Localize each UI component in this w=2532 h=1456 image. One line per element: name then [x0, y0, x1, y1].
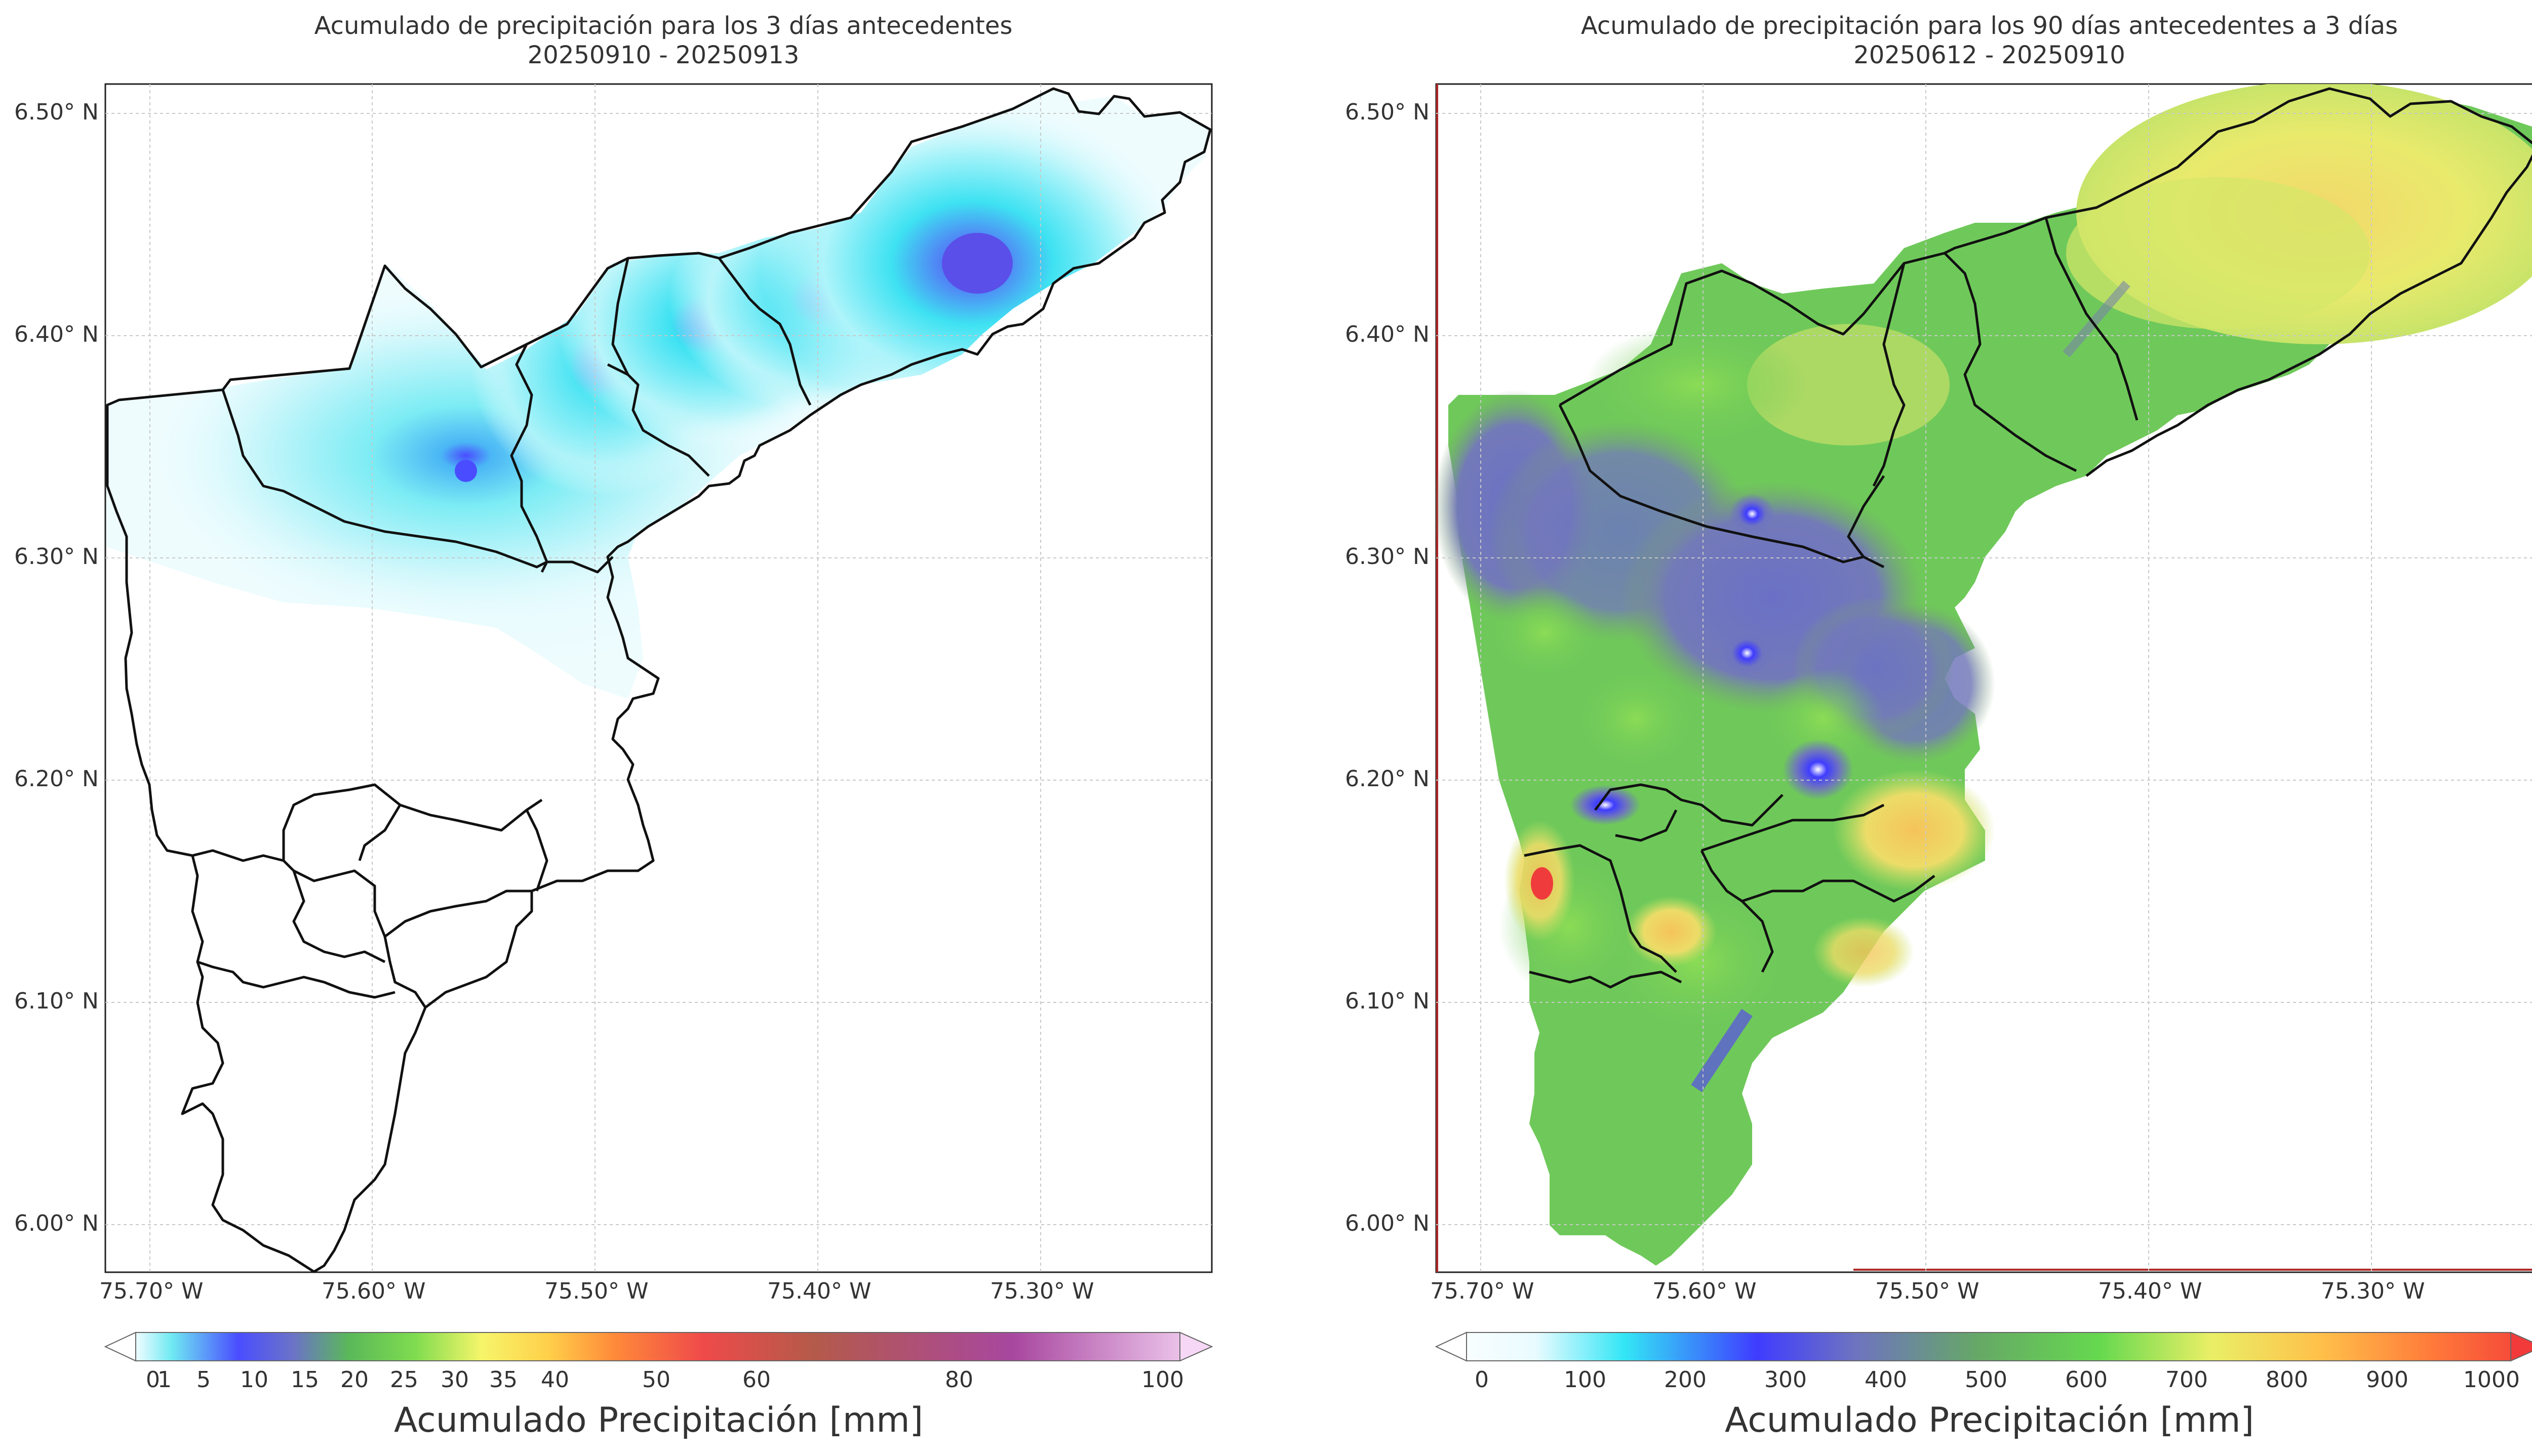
right-cb-tick-400: 400: [1865, 1367, 1907, 1393]
right-map: [1435, 83, 2532, 1273]
right-border-b: [1847, 475, 1885, 558]
right-lon-tick-7540: 75.40° W: [2098, 1278, 2202, 1304]
right-border-l: [1701, 803, 1885, 852]
right-lat-tick-650: 6.50° N: [1345, 99, 1430, 125]
right-gridlines: [1436, 84, 2532, 1272]
right-map-title: Acumulado de precipitación para los 90 d…: [1436, 11, 2532, 70]
right-cb-tick-300: 300: [1764, 1367, 1807, 1393]
right-map-title-line2: 20250612 - 20250910: [1853, 41, 2125, 69]
right-border-c: [1872, 263, 1906, 487]
left-lat-tick-650: 6.50° N: [14, 99, 99, 125]
left-border-a: [221, 389, 548, 569]
left-border-f: [607, 363, 629, 376]
right-cb-tick-800: 800: [2266, 1367, 2308, 1393]
right-colorbar-min-arrow: [1435, 1331, 1467, 1362]
right-lon-tick-7550: 75.50° W: [1875, 1278, 1980, 1304]
left-municipal-borders: [106, 87, 1212, 1273]
right-border-g: [1594, 783, 1784, 827]
right-border-a: [1558, 404, 1885, 569]
right-lat-tick-600: 6.00° N: [1345, 1210, 1430, 1236]
right-cb-tick-0: 0: [1475, 1367, 1489, 1393]
left-cb-tick-60: 60: [742, 1367, 771, 1393]
left-border-j: [293, 869, 427, 1008]
right-colorbar-label: Acumulado Precipitación [mm]: [1724, 1400, 2254, 1440]
right-map-title-line1: Acumulado de precipitación para los 90 d…: [1580, 12, 2398, 40]
left-border-b: [510, 343, 548, 573]
right-border-e: [2044, 217, 2139, 421]
left-border-e: [718, 257, 812, 406]
left-border-i: [400, 798, 543, 832]
right-outer-boundary: [1559, 87, 2532, 477]
left-lat-tick-610: 6.10° N: [14, 988, 99, 1014]
right-border-j: [1619, 891, 1677, 973]
left-lon-tick-7560: 75.60° W: [322, 1278, 426, 1304]
left-outer-boundary: [106, 87, 1212, 1273]
left-map-title-line2: 20250910 - 20250913: [527, 41, 800, 69]
right-border-f: [1524, 844, 1622, 892]
left-map-title: Acumulado de precipitación para los 3 dí…: [106, 11, 1220, 70]
left-cb-tick-30: 30: [441, 1367, 469, 1393]
left-lon-tick-7540: 75.40° W: [767, 1278, 872, 1304]
left-border-d: [611, 258, 710, 477]
left-gridlines: [105, 84, 1212, 1272]
left-cb-tick-100: 100: [1141, 1367, 1184, 1393]
left-cb-tick-15: 15: [291, 1367, 319, 1393]
left-colorbar-min-arrow: [104, 1331, 136, 1362]
left-colorbar-max-arrow: [1179, 1331, 1213, 1362]
right-lat-tick-620: 6.20° N: [1345, 766, 1430, 792]
left-cb-tick-10: 10: [240, 1367, 268, 1393]
right-cb-tick-500: 500: [1965, 1367, 2007, 1393]
right-lon-tick-7570: 75.70° W: [1430, 1278, 1534, 1304]
right-lat-tick-640: 6.40° N: [1345, 321, 1430, 347]
left-cb-tick-40: 40: [541, 1367, 569, 1393]
left-lon-tick-7530: 75.30° W: [990, 1278, 1094, 1304]
right-colorbar-max-arrow: [2510, 1331, 2532, 1362]
left-map: [104, 83, 1213, 1273]
right-border-h: [1615, 809, 1678, 842]
right-border-m: [1742, 875, 1935, 903]
right-border-k: [1529, 970, 1682, 989]
left-lat-tick-630: 6.30° N: [14, 544, 99, 570]
right-lon-tick-7560: 75.60° W: [1652, 1278, 1757, 1304]
right-municipal-borders: [1524, 87, 2532, 989]
left-colorbar: [104, 1331, 1213, 1362]
left-cb-tick-35: 35: [489, 1367, 518, 1393]
left-map-title-line1: Acumulado de precipitación para los 3 dí…: [314, 12, 1013, 40]
right-lon-tick-7530: 75.30° W: [2321, 1278, 2425, 1304]
right-cb-tick-200: 200: [1664, 1367, 1707, 1393]
right-cb-tick-700: 700: [2165, 1367, 2208, 1393]
left-cb-tick-5: 5: [196, 1367, 211, 1393]
left-cb-tick-50: 50: [642, 1367, 670, 1393]
right-colorbar-bar: [1435, 1332, 2532, 1361]
right-cb-tick-1000: 1000: [2463, 1367, 2520, 1393]
left-border-k: [292, 870, 386, 963]
left-lat-tick-620: 6.20° N: [14, 766, 99, 792]
right-lat-tick-630: 6.30° N: [1345, 544, 1430, 570]
left-border-l: [197, 960, 395, 999]
left-border-c: [547, 556, 614, 574]
left-lat-tick-600: 6.00° N: [14, 1210, 99, 1236]
right-border-d: [1944, 252, 2077, 472]
right-colorbar: [1435, 1331, 2532, 1362]
left-cb-tick-20: 20: [340, 1367, 369, 1393]
left-cb-tick-1: 1: [157, 1367, 172, 1393]
left-cb-tick-80: 80: [945, 1367, 973, 1393]
left-cb-tick-25: 25: [390, 1367, 418, 1393]
right-lat-tick-610: 6.10° N: [1345, 988, 1430, 1014]
left-border-g: [192, 849, 295, 872]
right-cb-tick-100: 100: [1564, 1367, 1606, 1393]
left-colorbar-bar: [104, 1332, 1213, 1361]
left-lat-tick-640: 6.40° N: [14, 321, 99, 347]
left-border-m: [525, 809, 548, 892]
left-colorbar-label: Acumulado Precipitación [mm]: [393, 1400, 923, 1440]
right-cb-tick-600: 600: [2065, 1367, 2108, 1393]
left-lon-tick-7550: 75.50° W: [544, 1278, 649, 1304]
left-cb-tick-0: 0: [146, 1367, 160, 1393]
right-cb-tick-900: 900: [2366, 1367, 2408, 1393]
left-lon-tick-7570: 75.70° W: [99, 1278, 204, 1304]
left-border-h: [282, 783, 402, 861]
left-border-n: [384, 889, 532, 938]
